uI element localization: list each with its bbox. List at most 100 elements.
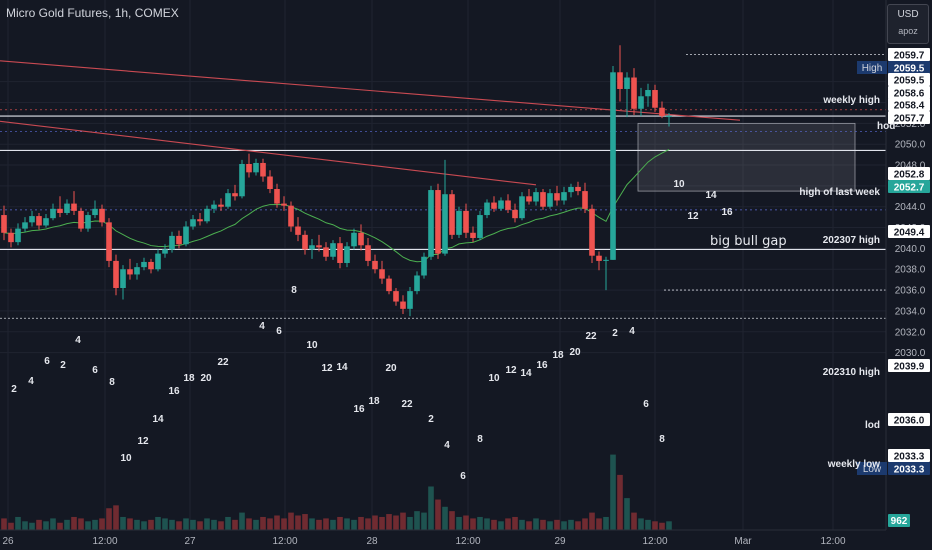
tag-p5: 2052.8 [894,170,925,181]
candle-body [323,247,329,257]
bar-number: 18 [552,350,564,361]
candle-body [218,204,224,207]
volume-bar [64,519,70,530]
bar-number: 12 [137,436,149,447]
volume-bar [148,519,154,530]
volume-bar [141,521,147,530]
candle-body [631,77,637,109]
tag-p2-bg [888,86,930,99]
bar-number: 18 [183,373,195,384]
candle-body [337,243,343,263]
bar-number: 4 [444,440,450,451]
volume-bar [134,519,140,530]
bar-number: 4 [75,335,81,346]
candle-body [57,208,63,213]
bar-number: 12 [687,211,699,222]
time-tick: 27 [184,536,196,547]
volume-bar [638,518,644,530]
time-tick: 12:00 [820,536,845,547]
candle-body [288,205,294,227]
time-tick: Mar [734,536,752,547]
bar-number: 10 [120,453,132,464]
volume-bar [470,518,476,530]
bar-number: 14 [520,368,532,379]
tag-p3-bg [888,98,930,111]
ema-path [3,149,670,263]
candle-body [260,162,266,177]
bar-number: 14 [152,414,164,425]
volume-bar [225,516,231,530]
candle-body [197,219,203,222]
bar-number: 6 [44,356,50,367]
hod-label: hod [877,121,895,132]
volume-bar [169,519,175,530]
candle-body [330,243,336,257]
bar-number: 8 [477,434,483,445]
bar-number: 2 [612,328,618,339]
candle-body [526,196,532,202]
volume-bar [197,521,203,530]
candle-body [575,186,581,192]
candle-body [652,90,658,108]
candle-body [533,192,539,202]
volume-bar [400,512,406,530]
volume-bar [379,516,385,530]
tag-volume-bg [888,514,910,527]
volume-bar [43,521,49,530]
level-label: weekly low [827,459,880,470]
volume-bar [610,454,616,530]
candle-body [442,194,448,254]
bar-number: 20 [385,363,397,374]
candle-body [484,202,490,216]
candle-body [610,72,616,260]
candle-body [92,208,98,216]
tag-p7-bg [888,359,930,372]
candle-body [169,235,175,250]
bar-number: 6 [92,365,98,376]
candle-body [1,215,7,233]
volume-bar [463,515,469,530]
time-tick: 28 [366,536,378,547]
candle-body [456,210,462,235]
volume-bar [204,518,210,530]
chart-title: Micro Gold Futures, 1h, COMEX [6,6,179,20]
volume-bar [92,519,98,530]
tag-p9: 2033.3 [894,452,925,463]
candle-body [36,216,42,226]
candle-body [372,260,378,270]
candle-body [309,245,315,250]
bar-number: 12 [505,365,517,376]
tag-p8: 2036.0 [894,416,925,427]
bar-number: 4 [28,376,34,387]
candle-body [547,193,553,207]
time-axis[interactable]: 26 12:00 27 12:00 28 12:00 29 12:00 Mar 12:00 [0,529,886,550]
volume-bar [393,515,399,530]
candle-body [225,193,231,207]
tag-top-bg [888,48,930,61]
volume-bar [29,522,35,530]
grid [0,0,886,530]
bar-number: 10 [306,340,318,351]
gap-rect [637,122,856,192]
bar-number: 8 [109,377,115,388]
currency-label: USD [897,9,919,20]
candle-body [624,77,630,89]
volume-bar [526,521,532,530]
low-label-bg [857,462,887,475]
candle-body [617,72,623,89]
volume-bar [365,518,371,530]
candle-body [344,246,350,263]
candle-body [246,163,252,173]
tag-p3: 2058.4 [894,101,925,112]
currency-selector[interactable]: USD apoz [887,4,929,44]
bar-number: 14 [705,190,717,201]
candle-body [190,219,196,227]
candle-body [519,196,525,219]
trend-line-upper [0,60,741,121]
candle-body [22,222,28,229]
volume-bar [547,521,553,530]
volume-bar [127,518,133,530]
low-label: Low [863,464,882,475]
